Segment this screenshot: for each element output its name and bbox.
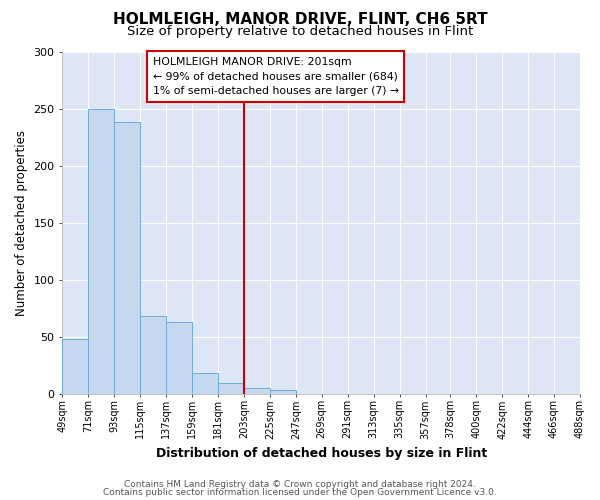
- Text: Contains HM Land Registry data © Crown copyright and database right 2024.: Contains HM Land Registry data © Crown c…: [124, 480, 476, 489]
- Bar: [140, 316, 166, 394]
- Bar: [88, 108, 114, 394]
- Y-axis label: Number of detached properties: Number of detached properties: [15, 130, 28, 316]
- Text: Contains public sector information licensed under the Open Government Licence v3: Contains public sector information licen…: [103, 488, 497, 497]
- Bar: [114, 122, 140, 394]
- Bar: [270, 390, 296, 394]
- Bar: [62, 339, 88, 394]
- X-axis label: Distribution of detached houses by size in Flint: Distribution of detached houses by size …: [155, 447, 487, 460]
- Bar: [192, 373, 218, 394]
- Text: HOLMLEIGH, MANOR DRIVE, FLINT, CH6 5RT: HOLMLEIGH, MANOR DRIVE, FLINT, CH6 5RT: [113, 12, 487, 28]
- Bar: [166, 322, 192, 394]
- Text: HOLMLEIGH MANOR DRIVE: 201sqm
← 99% of detached houses are smaller (684)
1% of s: HOLMLEIGH MANOR DRIVE: 201sqm ← 99% of d…: [153, 56, 399, 96]
- Bar: [218, 384, 244, 394]
- Bar: [244, 388, 270, 394]
- Text: Size of property relative to detached houses in Flint: Size of property relative to detached ho…: [127, 25, 473, 38]
